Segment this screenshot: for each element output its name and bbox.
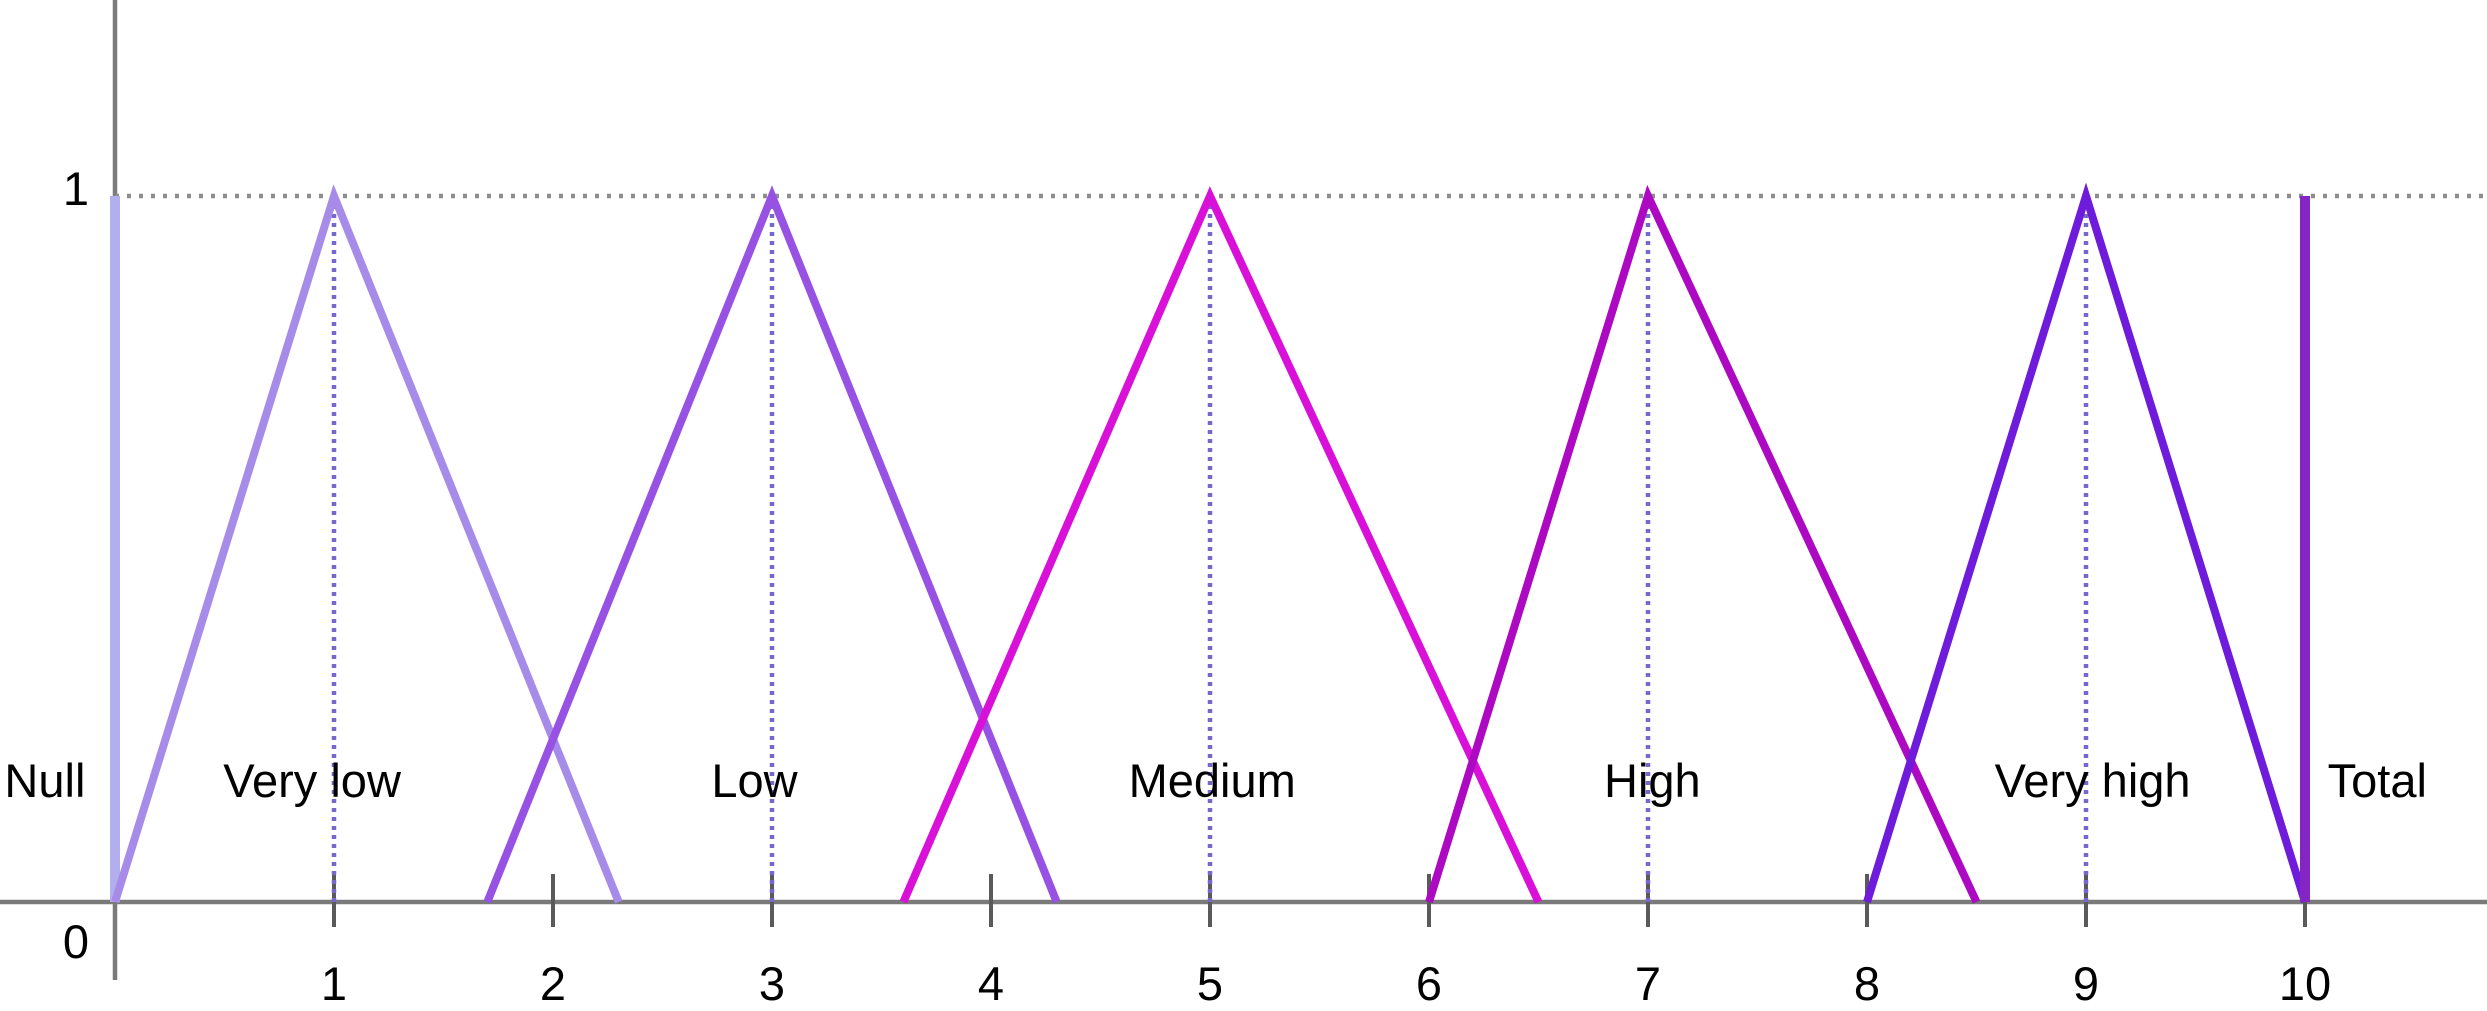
series-high bbox=[1425, 184, 1981, 904]
series-very-high bbox=[1863, 182, 2309, 904]
series-label-high: High bbox=[1604, 754, 1701, 807]
x-tick-label-5: 5 bbox=[1197, 957, 1223, 1010]
x-tick-label-9: 9 bbox=[2073, 957, 2099, 1010]
x-tick-label-8: 8 bbox=[1854, 957, 1880, 1010]
series-medium bbox=[899, 186, 1543, 904]
x-tick-label-7: 7 bbox=[1635, 957, 1661, 1010]
y-tick-label-0: 0 bbox=[63, 915, 89, 968]
series-label-medium: Medium bbox=[1129, 754, 1296, 807]
x-tick-label-3: 3 bbox=[759, 957, 785, 1010]
x-tick-label-4: 4 bbox=[978, 957, 1004, 1010]
y-tick-label-1: 1 bbox=[63, 162, 89, 215]
x-tick-label-2: 2 bbox=[540, 957, 566, 1010]
x-tick-label-1: 1 bbox=[321, 957, 347, 1010]
series-low bbox=[483, 185, 1061, 904]
x-tick-label-10: 10 bbox=[2279, 957, 2331, 1010]
series-label-low: Low bbox=[711, 754, 798, 807]
series-very-low bbox=[111, 184, 623, 904]
series-label-very-low: Very low bbox=[223, 754, 402, 807]
x-tick-label-6: 6 bbox=[1416, 957, 1442, 1010]
series-label-total: Total bbox=[2328, 754, 2427, 807]
series-label-very-high: Very high bbox=[1995, 754, 2191, 807]
series-label-null: Null bbox=[4, 754, 85, 807]
